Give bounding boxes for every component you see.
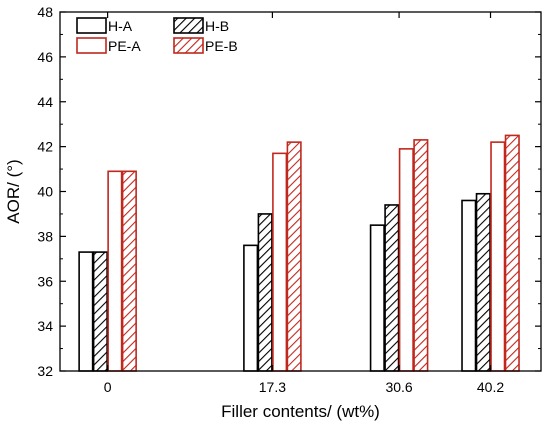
- x-tick-label: 40.2: [477, 379, 504, 395]
- y-tick-label: 34: [37, 318, 53, 334]
- bar-pe-a-30.6: [398, 148, 414, 372]
- ticks-layer: 32 34 36 38 40 42 44 46 48 0 17.3 30.6 40.2: [37, 4, 541, 395]
- bar-h-b-40.2: [475, 192, 491, 372]
- y-tick-label: 38: [37, 228, 53, 244]
- bar-pe-b-30.6: [413, 139, 429, 372]
- x-tick-label: 0: [104, 379, 112, 395]
- legend-swatch-h-a: [76, 17, 107, 34]
- x-tick-label: 17.3: [259, 379, 286, 395]
- legend-swatch-pe-b: [173, 37, 204, 54]
- legend-label-h-b: H-B: [205, 18, 229, 34]
- legend-label-h-a: H-A: [108, 18, 133, 34]
- bar-h-a-40.2: [461, 199, 477, 372]
- y-tick-label: 46: [37, 49, 53, 65]
- y-axis-title: AOR/ (°): [4, 159, 23, 223]
- bar-h-a-30.6: [369, 224, 385, 372]
- bar-pe-a-40.2: [490, 141, 506, 372]
- bar-pe-a-17.3: [272, 152, 288, 372]
- y-tick-label: 42: [37, 139, 53, 155]
- y-tick-label: 48: [37, 4, 53, 20]
- legend: H-A H-B PE-A PE-B: [76, 17, 238, 54]
- bar-h-a-0: [78, 251, 94, 372]
- bar-pe-a-0: [107, 170, 123, 372]
- legend-swatch-h-b: [173, 17, 204, 34]
- bar-pe-b-17.3: [286, 141, 302, 372]
- legend-label-pe-a: PE-A: [108, 38, 141, 54]
- bar-h-b-30.6: [384, 204, 400, 372]
- bar-h-a-17.3: [243, 244, 259, 372]
- bar-h-b-0: [92, 251, 108, 372]
- bar-pe-b-0: [121, 170, 137, 372]
- bars-layer: [78, 134, 520, 372]
- legend-label-pe-b: PE-B: [205, 38, 238, 54]
- y-tick-label: 40: [37, 184, 53, 200]
- bar-h-b-17.3: [257, 213, 273, 372]
- x-tick-label: 30.6: [385, 379, 412, 395]
- legend-swatch-pe-a: [76, 37, 107, 54]
- y-tick-label: 44: [37, 94, 53, 110]
- y-tick-label: 36: [37, 273, 53, 289]
- bar-pe-b-40.2: [504, 134, 520, 372]
- y-tick-label: 32: [37, 363, 53, 379]
- x-axis-title: Filler contents/ (wt%): [221, 402, 380, 421]
